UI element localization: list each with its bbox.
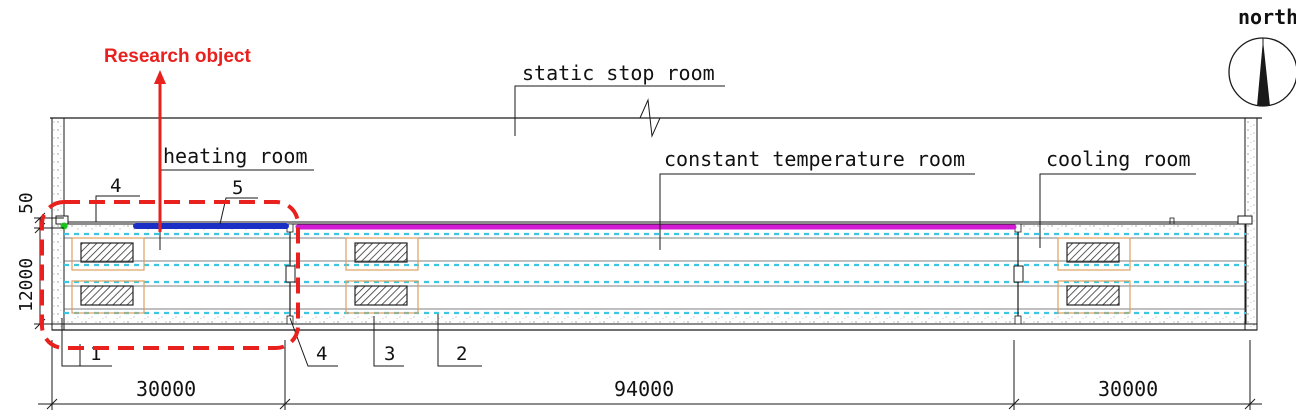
callout-2 (437, 314, 482, 367)
dimension-height-top: 50 (16, 192, 37, 214)
static-stop-room-label: static stop room (522, 61, 715, 85)
hatched-block-icon (1057, 280, 1131, 314)
callout-5-number: 5 (232, 177, 243, 199)
callout-4-top-number: 4 (110, 175, 121, 197)
dimension-span-left: 30000 (136, 377, 196, 401)
constant-room-leader (659, 173, 975, 250)
callout-3 (373, 316, 404, 367)
dimension-height-main: 12000 (16, 258, 37, 312)
hatched-block-icon (1057, 237, 1131, 271)
research-object-highlight (40, 200, 300, 350)
hatched-block-icon (71, 280, 145, 314)
callout-5 (219, 197, 258, 225)
partition-heating-constant (285, 223, 296, 325)
track-lines (64, 232, 1246, 315)
hatched-blocks (71, 237, 1131, 314)
hatched-block-icon (345, 280, 419, 314)
track-rails (64, 237, 1246, 310)
kiln-top-wall (55, 215, 1253, 225)
hatched-block-icon (71, 237, 145, 271)
research-object-arrow (154, 70, 166, 232)
cooling-room-label: cooling room (1046, 147, 1191, 171)
research-object-label: Research object (104, 46, 251, 67)
callout-2-number: 2 (456, 343, 467, 365)
callout-3-number: 3 (384, 343, 395, 365)
dimension-span-middle: 94000 (614, 377, 674, 401)
callout-1 (61, 318, 112, 367)
callout-4-top (95, 195, 140, 222)
cooling-room-leader (1039, 173, 1196, 248)
heating-room-label: heating room (163, 144, 308, 168)
callout-1-number: 1 (90, 343, 101, 365)
partition-constant-cooling (1013, 223, 1024, 325)
dimension-span-right: 30000 (1098, 377, 1158, 401)
north-label: north (1238, 5, 1296, 29)
constant-temperature-room-label: constant temperature room (664, 147, 965, 171)
callout-4-bottom-number: 4 (316, 343, 327, 365)
hatched-block-icon (345, 237, 419, 271)
callout-4-bottom (289, 317, 338, 367)
north-arrow-icon (1228, 37, 1296, 107)
horizontal-dimension (38, 340, 1262, 410)
static-stop-room-leader (514, 85, 725, 138)
